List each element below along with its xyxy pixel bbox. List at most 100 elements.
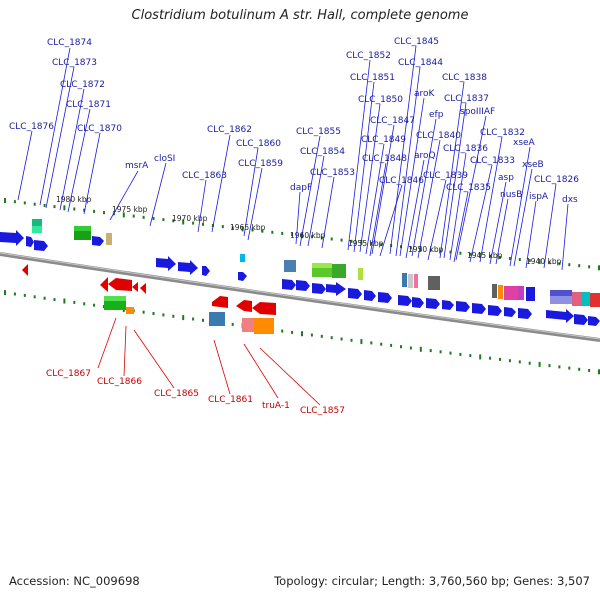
- tick-mark: [23, 201, 26, 205]
- gene-label: CLC_1836: [443, 144, 488, 154]
- tick-mark: [508, 359, 511, 363]
- forward-gene: [574, 314, 588, 325]
- reverse-gene: [254, 318, 274, 334]
- gene-label: CLC_1865: [154, 389, 199, 399]
- forward-gene: [428, 276, 440, 290]
- tick-mark: [380, 342, 383, 346]
- forward-gene: [26, 236, 34, 247]
- forward-gene: [472, 303, 486, 314]
- gene-label: cloSI: [154, 154, 175, 164]
- forward-gene: [332, 264, 346, 278]
- tick-mark: [93, 303, 96, 307]
- tick-mark: [538, 361, 541, 367]
- forward-gene: [92, 236, 104, 246]
- forward-gene: [518, 286, 524, 300]
- tick-mark: [122, 212, 125, 218]
- tick-mark: [588, 265, 591, 269]
- tick-mark: [152, 312, 155, 315]
- gene-label: msrA: [125, 161, 149, 171]
- forward-gene: [546, 309, 574, 323]
- reverse-gene: [209, 312, 225, 326]
- tick-mark: [578, 264, 581, 268]
- gene-label: CLC_1847: [370, 116, 415, 126]
- tick-mark: [419, 246, 422, 252]
- gene-label: CLC_1871: [66, 100, 111, 110]
- tick-mark: [330, 237, 333, 241]
- tick-mark: [63, 298, 66, 304]
- forward-gene: [414, 274, 418, 288]
- tick-mark: [192, 317, 195, 321]
- tick-mark: [291, 330, 294, 334]
- tick-mark: [162, 313, 165, 317]
- gene-label: nusB: [500, 190, 522, 200]
- tick-mark: [83, 302, 86, 306]
- tick-mark: [73, 300, 76, 304]
- forward-leaders: [17, 45, 569, 271]
- gene-label: CLC_1846: [379, 176, 424, 186]
- tick-mark: [449, 351, 452, 355]
- tick-mark: [241, 226, 244, 232]
- tick-label: 1955 kbp: [348, 239, 384, 248]
- tick-mark: [310, 235, 313, 239]
- reverse-gene: [126, 307, 134, 314]
- forward-gene: [202, 266, 210, 276]
- forward-gene: [582, 292, 590, 306]
- tick-mark: [33, 295, 36, 299]
- tick-mark: [231, 226, 234, 230]
- gene-label: CLC_1855: [296, 127, 341, 137]
- gene-label: CLC_1838: [442, 73, 487, 83]
- gene-label: CLC_1876: [9, 122, 54, 132]
- forward-gene: [348, 288, 362, 299]
- reverse-label-group: CLC_1867 CLC_1866 CLC_1865 CLC_1861 truA…: [46, 369, 345, 416]
- gene-label: CLC_1861: [208, 395, 253, 405]
- tick-mark: [202, 222, 204, 226]
- tick-mark: [23, 293, 26, 297]
- tick-mark: [489, 356, 492, 360]
- forward-gene: [408, 274, 413, 288]
- forward-gene: [106, 233, 112, 245]
- tick-mark: [83, 208, 86, 212]
- tick-mark: [53, 298, 56, 302]
- tick-label: 1980 kbp: [56, 195, 92, 204]
- tick-mark: [400, 245, 402, 249]
- tick-mark: [291, 233, 294, 237]
- tick-mark: [281, 231, 284, 235]
- tick-mark: [320, 334, 323, 338]
- gene-label: CLC_1866: [97, 377, 142, 387]
- forward-gene: [284, 260, 296, 272]
- tick-mark: [538, 259, 541, 265]
- tick-mark: [43, 203, 46, 207]
- tick-mark: [271, 230, 274, 234]
- tick-mark: [380, 243, 383, 247]
- gene-label: CLC_1870: [77, 124, 122, 134]
- tick-mark: [429, 248, 432, 252]
- tick-mark: [231, 322, 234, 326]
- tick-mark: [172, 314, 175, 318]
- tick-label: 1945 kbp: [467, 251, 503, 260]
- gene-label: CLC_1845: [394, 37, 439, 47]
- tick-mark: [301, 331, 303, 337]
- forward-gene: [518, 308, 532, 319]
- tick-mark: [419, 346, 422, 352]
- tick-mark: [390, 343, 393, 347]
- tick-mark: [499, 357, 501, 361]
- tick-mark: [370, 341, 373, 345]
- tick-label: 1960 kbp: [290, 231, 326, 240]
- tick-mark: [43, 296, 46, 300]
- tick-mark: [518, 258, 521, 261]
- gene-label: asp: [498, 173, 514, 183]
- tick-mark: [479, 354, 482, 360]
- reverse-gene: [212, 296, 228, 308]
- reverse-gene: [236, 300, 252, 312]
- forward-gene: [504, 307, 516, 317]
- tick-mark: [469, 252, 472, 256]
- forward-gene: [412, 297, 424, 308]
- forward-genes: [0, 219, 600, 326]
- tick-mark: [409, 346, 412, 350]
- tick-label: 1970 kbp: [172, 214, 208, 223]
- tick-mark: [340, 337, 343, 341]
- tick-mark: [142, 310, 145, 314]
- forward-gene: [588, 316, 600, 326]
- tick-mark: [103, 211, 105, 215]
- tick-mark: [350, 239, 353, 243]
